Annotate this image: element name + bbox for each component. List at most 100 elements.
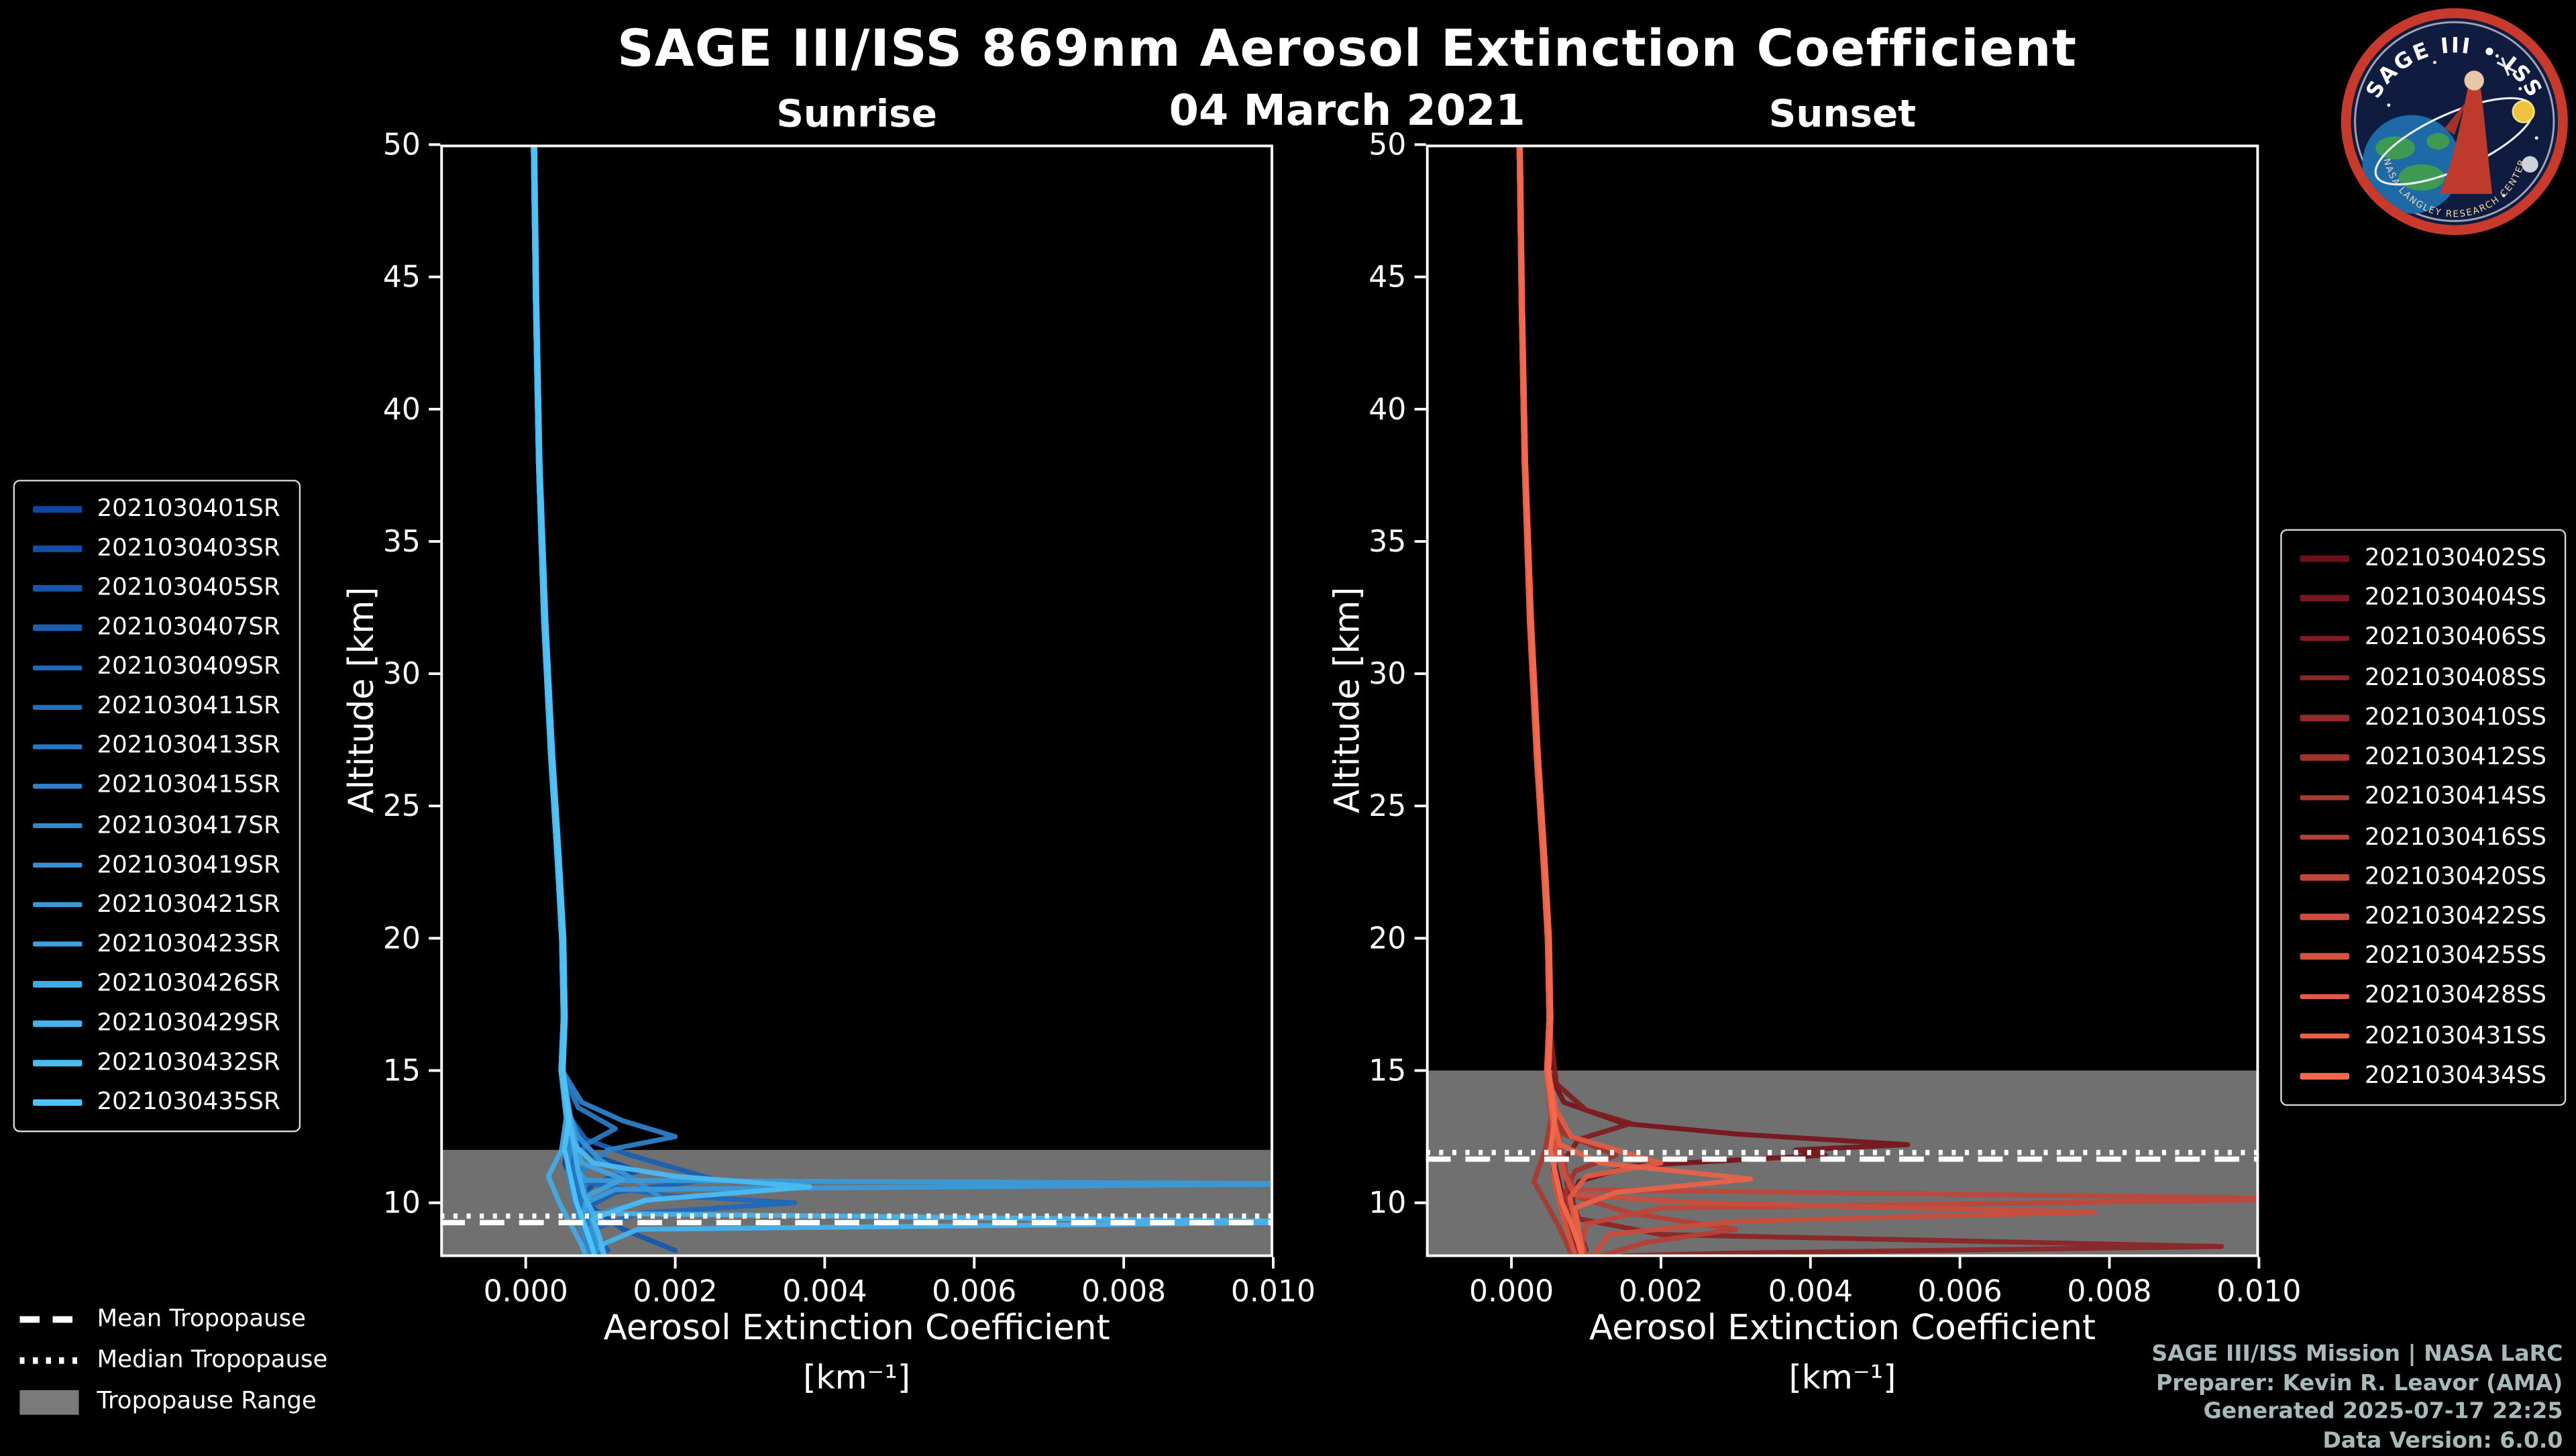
legend-line-sample [32, 664, 83, 671]
legend-entry: 2021030406SS [2300, 625, 2546, 652]
legend-label: 2021030417SR [97, 813, 280, 839]
legend-entry: 2021030420SS [2300, 864, 2546, 890]
profile-2021030421SR [531, 144, 1273, 1251]
x-axis-units-sunset: [km⁻¹] [1788, 1357, 1896, 1397]
legend-line-sample [2300, 556, 2350, 562]
legend-label: 2021030416SS [2364, 824, 2546, 851]
legend-line-sample [2300, 874, 2350, 880]
legend-line-sample [32, 823, 83, 829]
legend-line-sample [32, 981, 83, 987]
legend-label: 2021030414SS [2364, 784, 2546, 811]
legend-label: 2021030421SR [97, 891, 280, 919]
legend-line-sample [2300, 794, 2350, 800]
sunset-plot: 10 15 20 25 30 35 40 45 50 0.000 0.002 0.004 0.006 0.… [1368, 127, 2301, 1308]
legend-line-sample [32, 1059, 83, 1066]
legend-label: 2021030420SS [2364, 864, 2546, 890]
credits-mission: SAGE III/ISS Mission | NASA LaRC [2151, 1341, 2563, 1367]
median-tropopause-dot-sample [19, 1357, 79, 1364]
legend-label: 2021030423SR [97, 931, 280, 957]
x-tick-label: 0.002 [633, 1275, 717, 1309]
legend-entry: 2021030408SS [2300, 665, 2546, 691]
y-tick-label: 50 [1368, 127, 1406, 162]
legend-entry: 2021030414SS [2300, 784, 2546, 811]
legend-entry: 2021030432SR [32, 1049, 280, 1076]
legend-entry-tropopause-range: Tropopause Range [19, 1388, 327, 1415]
credits-preparer: Preparer: Kevin R. Leavor (AMA) [2155, 1369, 2563, 1396]
y-tick-label: 25 [1368, 789, 1406, 823]
legend-line-sample [2300, 595, 2350, 602]
legend-line-sample [32, 783, 83, 789]
x-tick-label: 0.006 [932, 1275, 1016, 1309]
y-tick-label: 30 [383, 657, 421, 691]
sage-figure [2439, 89, 2493, 194]
legend-entry: 2021030413SR [32, 733, 280, 760]
tropopause-legend: Mean Tropopause Median Tropopause Tropop… [19, 1306, 327, 1415]
y-tick-label: 20 [1368, 921, 1406, 955]
credits-block: SAGE III/ISS Mission | NASA LaRC Prepare… [2151, 1341, 2563, 1456]
x-tick-label: 0.000 [1469, 1275, 1554, 1309]
legend-entry: 2021030428SS [2300, 983, 2546, 1010]
legend-entry: 2021030421SR [32, 891, 280, 919]
legend-label: 2021030429SR [97, 1010, 280, 1037]
y-tick-label: 35 [383, 525, 421, 559]
legend-line-sample [32, 743, 83, 750]
y-tick-label: 30 [1368, 657, 1406, 691]
legend-entry: 2021030402SS [2300, 545, 2546, 572]
y-tick-label: 20 [383, 921, 421, 955]
legend-line-sample [2300, 914, 2350, 920]
median-tropopause-label: Median Tropopause [97, 1347, 328, 1374]
legend-label: 2021030419SR [97, 851, 280, 879]
credits-data-version: Data Version: 6.0.0 [2322, 1427, 2563, 1454]
profile-2021030419SR [531, 144, 663, 1253]
legend-label: 2021030412SS [2364, 744, 2546, 771]
x-axis-units-sunrise: [km⁻¹] [803, 1357, 911, 1397]
y-tick-label: 10 [1368, 1186, 1406, 1220]
x-tick-label: 0.004 [782, 1275, 867, 1309]
legend-entry: 2021030403SR [32, 535, 280, 562]
chart-date: 04 March 2021 [1169, 87, 1525, 137]
legend-line-sample [32, 625, 83, 631]
legend-label: 2021030402SS [2364, 545, 2546, 572]
axes-frame [440, 144, 1273, 1257]
sunrise-plot: 10 15 20 25 30 35 40 45 50 0.000 0.002 0.004 0.006 0.… [383, 127, 1316, 1308]
profile-2021030405SR [531, 144, 678, 1253]
legend-label: 2021030409SR [97, 654, 280, 681]
legend-label: 2021030431SS [2364, 1023, 2546, 1049]
x-tick-label: 0.000 [484, 1275, 568, 1309]
legend-entry: 2021030429SR [32, 1010, 280, 1037]
y-tick-label: 50 [383, 127, 421, 162]
legend-entry: 2021030417SR [32, 813, 280, 839]
legend-line-sample [2300, 715, 2350, 721]
legend-line-sample [2300, 993, 2350, 1000]
legend-label: 2021030425SS [2364, 943, 2546, 970]
legend-line-sample [32, 506, 83, 513]
profile-2021030435SR [532, 144, 597, 1257]
legend-line-sample [32, 862, 83, 868]
profile-2021030434SS [1517, 144, 1585, 1257]
y-axis-label-sunrise: Altitude [km] [341, 586, 382, 813]
y-axis-label-sunset: Altitude [km] [1327, 586, 1367, 813]
legend-entry-mean-tropopause: Mean Tropopause [19, 1306, 327, 1333]
legend-entry: 2021030411SR [32, 694, 280, 720]
legend-line-sample [32, 1020, 83, 1027]
tropopause-range-label: Tropopause Range [97, 1388, 317, 1415]
legend-label: 2021030404SS [2364, 585, 2546, 612]
y-tick-label: 15 [1368, 1053, 1406, 1088]
profile-2021030426SR [531, 144, 588, 1257]
legend-label: 2021030403SR [97, 535, 280, 562]
sage-iii-iss-mission-patch: SAGE III • ISS NASA LANGLEY RESEARCH CEN… [2341, 8, 2568, 236]
legend-sunrise: 2021030401SR 2021030403SR 2021030405SR 2021… [13, 480, 301, 1133]
legend-line-sample [2300, 834, 2350, 841]
legend-entry-median-tropopause: Median Tropopause [19, 1347, 327, 1373]
legend-entry: 2021030431SS [2300, 1023, 2546, 1049]
profile-2021030429SR [531, 144, 1273, 1257]
mean-tropopause-label: Mean Tropopause [97, 1306, 306, 1333]
legend-label: 2021030432SR [97, 1049, 280, 1076]
legend-label: 2021030426SR [97, 970, 280, 997]
legend-entry: 2021030410SS [2300, 705, 2546, 731]
legend-line-sample [32, 585, 83, 592]
x-axis-label-sunset: Aerosol Extinction Coefficient [1589, 1308, 2096, 1348]
legend-line-sample [2300, 754, 2350, 761]
legend-entry: 2021030405SR [32, 575, 280, 602]
